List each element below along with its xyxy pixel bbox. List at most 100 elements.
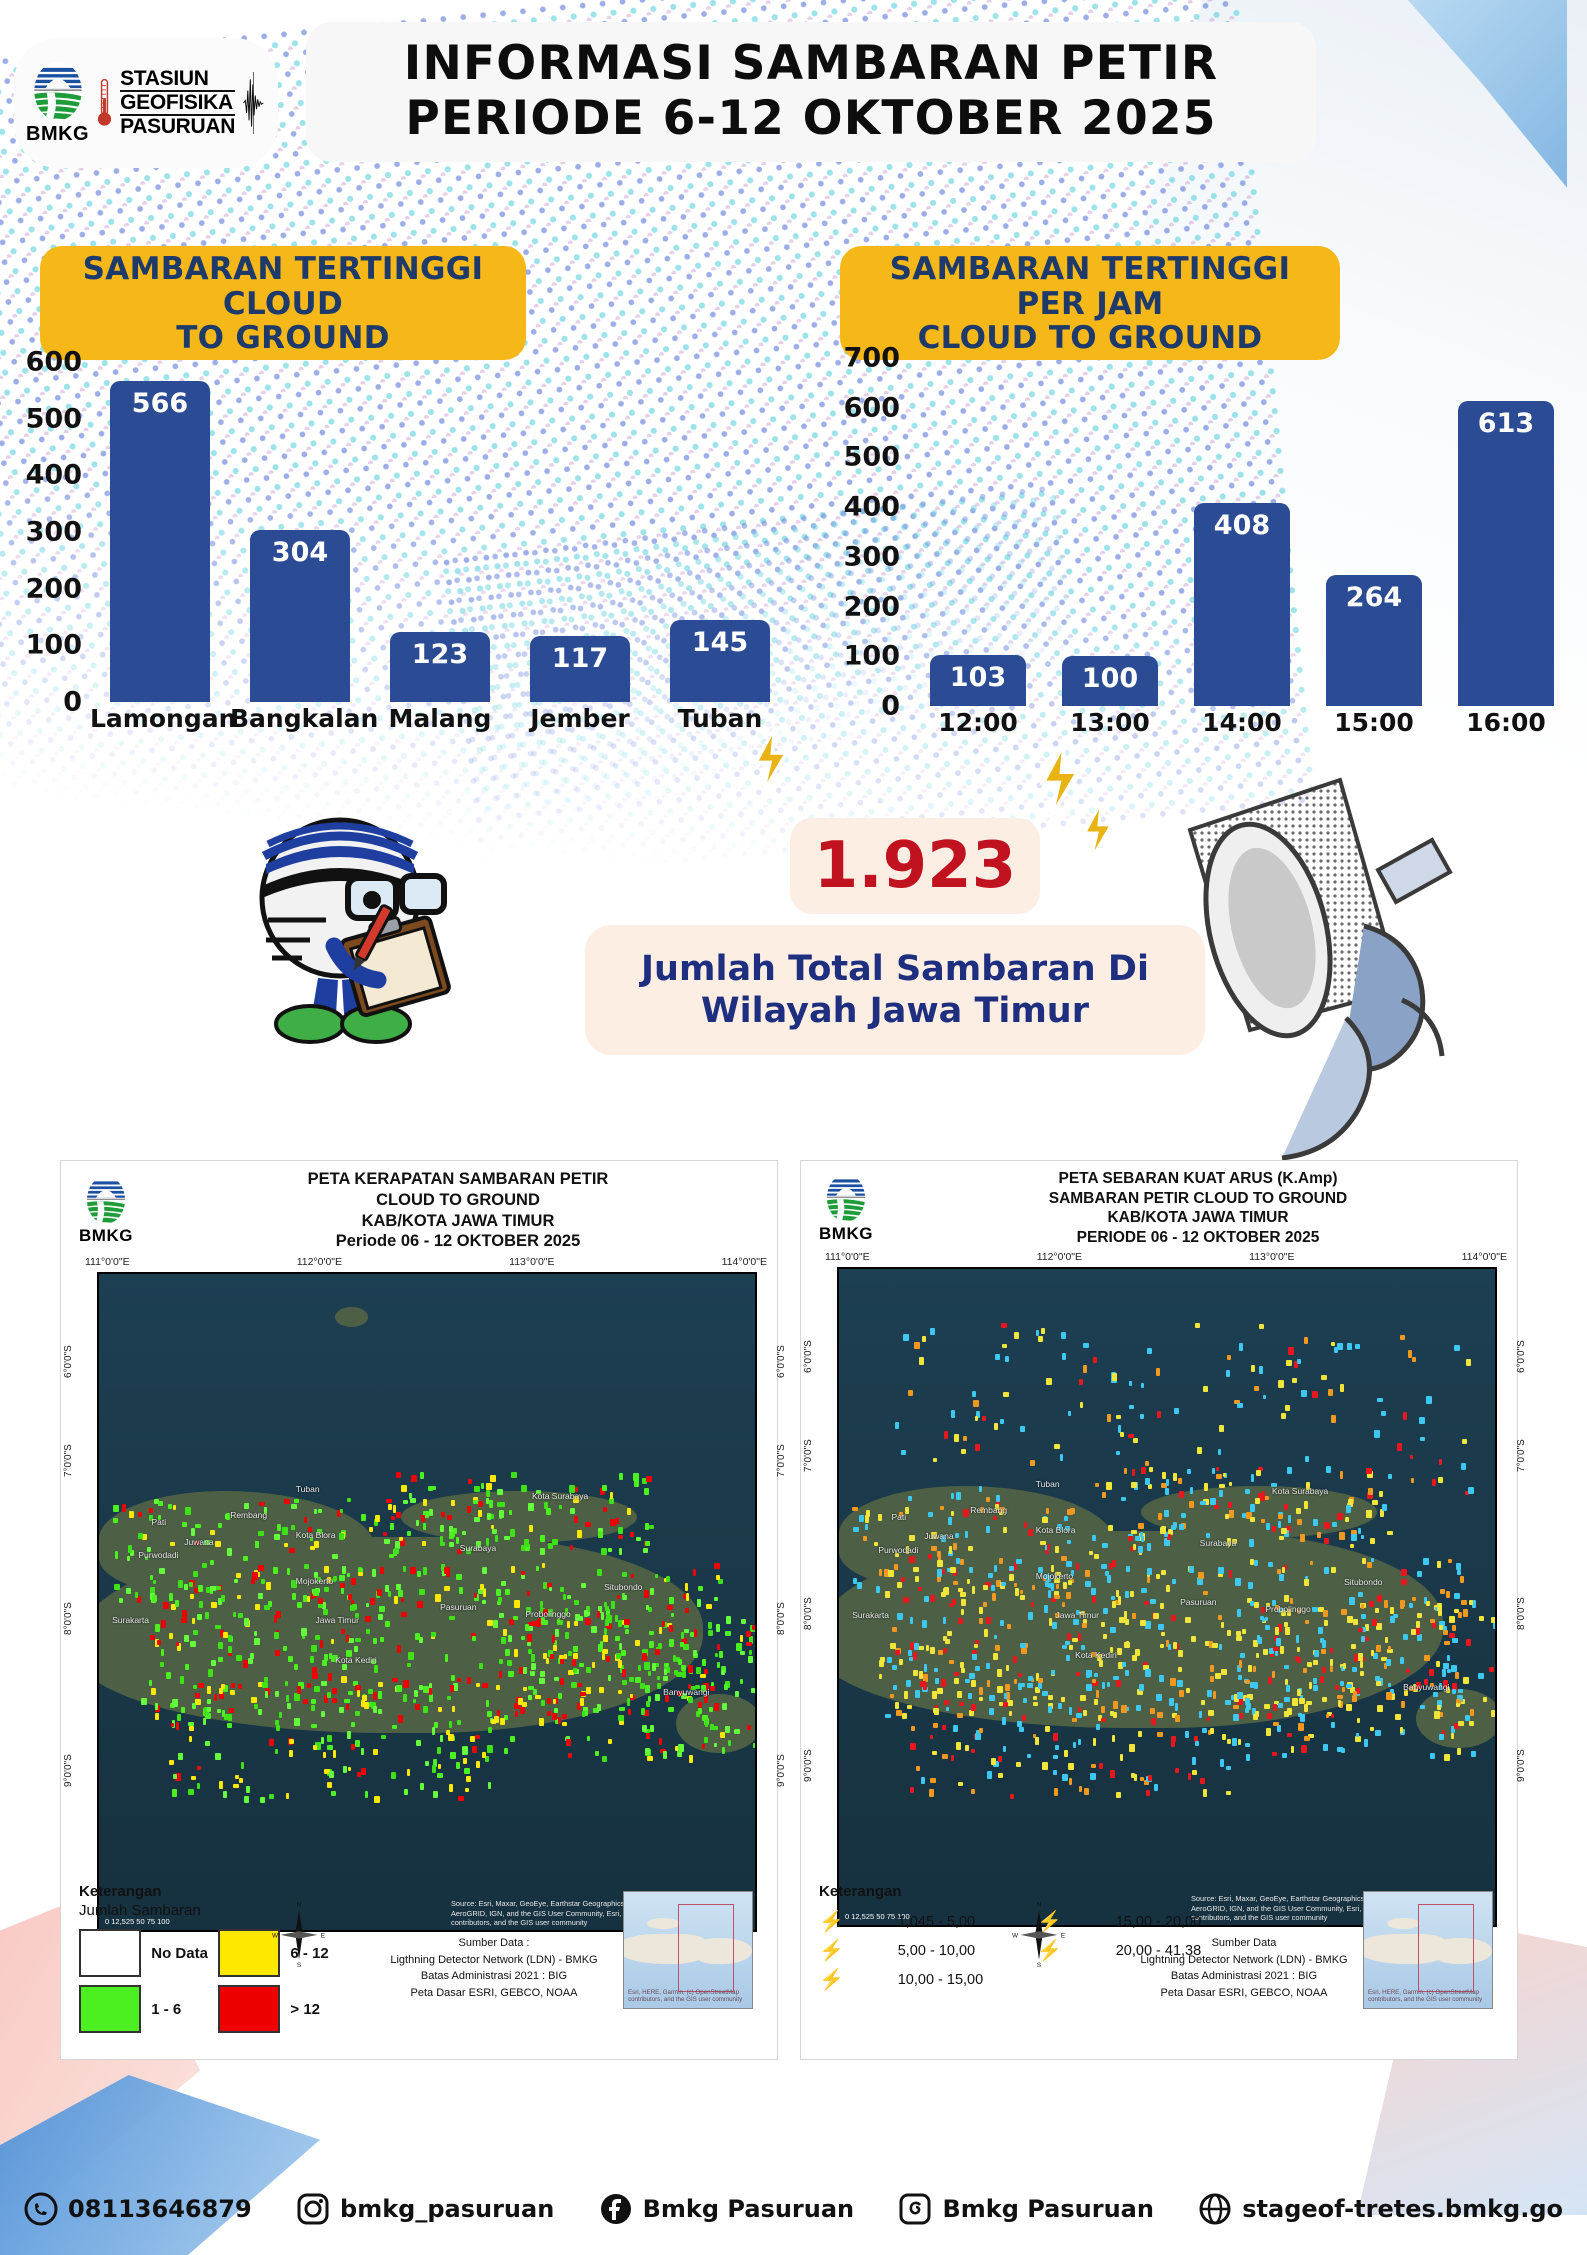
bar-tuban[interactable]: 145 bbox=[669, 619, 771, 702]
strike-marker bbox=[424, 1761, 430, 1767]
legend-range-label: 5,00 - 10,00 bbox=[897, 1943, 976, 1959]
strike-marker bbox=[1260, 1616, 1264, 1621]
strike-marker bbox=[694, 1629, 698, 1637]
footer-item[interactable]: Bmkg Pasuruan bbox=[599, 2192, 854, 2226]
strike-marker bbox=[1031, 1585, 1035, 1590]
strike-marker bbox=[1156, 1368, 1160, 1376]
strike-marker bbox=[1164, 1538, 1170, 1546]
strike-marker bbox=[1188, 1500, 1194, 1508]
strike-marker bbox=[1294, 1655, 1299, 1661]
footer-item[interactable]: Bmkg Pasuruan bbox=[898, 2192, 1154, 2226]
strike-marker bbox=[996, 1499, 1000, 1506]
strike-marker bbox=[1134, 1773, 1138, 1782]
strike-marker bbox=[235, 1572, 242, 1579]
strike-marker bbox=[863, 1536, 868, 1541]
y-tick-500: 500 bbox=[843, 441, 900, 473]
strike-marker bbox=[647, 1695, 651, 1703]
bar-malang[interactable]: 123 bbox=[389, 632, 491, 702]
bar-12-00[interactable]: 103 bbox=[930, 654, 1026, 706]
strike-marker bbox=[370, 1597, 376, 1605]
strike-marker bbox=[1313, 1685, 1318, 1692]
lightning-bolt-decor-3 bbox=[753, 726, 790, 794]
strike-marker bbox=[526, 1590, 530, 1596]
strike-marker bbox=[1227, 1738, 1231, 1745]
strike-marker bbox=[1456, 1703, 1460, 1708]
strike-marker bbox=[998, 1507, 1005, 1512]
footer-item[interactable]: bmkg_pasuruan bbox=[296, 2192, 554, 2226]
map-left-legend-swatches: No Data 6 - 12 1 - 6 > 12 bbox=[79, 1929, 329, 2033]
strike-marker bbox=[558, 1654, 565, 1660]
strike-marker bbox=[1020, 1425, 1026, 1432]
strike-marker bbox=[1203, 1590, 1209, 1596]
legend-swatch bbox=[79, 1929, 141, 1977]
bar-14-00[interactable]: 408 bbox=[1194, 503, 1290, 706]
footer-item[interactable]: stageof-tretes.bmkg.go bbox=[1198, 2192, 1563, 2226]
strike-marker bbox=[574, 1613, 580, 1621]
strike-marker bbox=[1382, 1503, 1387, 1511]
bar-16-00[interactable]: 613 bbox=[1458, 401, 1554, 706]
strike-marker bbox=[113, 1584, 120, 1590]
strike-marker bbox=[1357, 1653, 1363, 1661]
lon-tick-3: 114°0'0"E bbox=[1461, 1251, 1507, 1264]
strike-marker bbox=[681, 1638, 688, 1645]
strike-marker bbox=[950, 1510, 954, 1517]
bar-jember[interactable]: 117 bbox=[529, 635, 631, 702]
footer-item[interactable]: 08113646879 bbox=[24, 2192, 252, 2226]
strike-marker bbox=[964, 1744, 969, 1751]
strike-marker bbox=[311, 1644, 317, 1652]
strike-marker bbox=[853, 1577, 858, 1585]
strike-marker bbox=[1273, 1704, 1278, 1711]
strike-marker bbox=[597, 1530, 603, 1538]
strike-marker bbox=[1252, 1707, 1256, 1716]
x-tick-malang: Malang bbox=[388, 704, 492, 733]
strike-marker bbox=[495, 1588, 502, 1596]
strike-marker bbox=[1285, 1627, 1290, 1635]
strike-marker bbox=[408, 1652, 414, 1661]
strike-marker bbox=[242, 1660, 249, 1668]
strike-marker bbox=[895, 1552, 900, 1558]
strike-marker bbox=[499, 1509, 505, 1518]
map-left-inset-map: Esri, HERE, Garmin, (c) OpenStreetMap co… bbox=[623, 1891, 753, 2009]
svg-text:S: S bbox=[297, 1962, 301, 1969]
strike-marker bbox=[353, 1646, 358, 1653]
strike-marker bbox=[1469, 1721, 1474, 1726]
bar-lamongan[interactable]: 566 bbox=[109, 381, 211, 702]
strike-marker bbox=[892, 1627, 897, 1632]
strike-marker bbox=[205, 1612, 210, 1619]
inset-land-east bbox=[693, 1938, 752, 1964]
strike-marker bbox=[1045, 1575, 1051, 1583]
strike-marker bbox=[1152, 1612, 1159, 1619]
strike-marker bbox=[952, 1542, 958, 1551]
strike-marker bbox=[528, 1695, 532, 1700]
strike-marker bbox=[1428, 1668, 1434, 1676]
strike-marker bbox=[1003, 1527, 1008, 1533]
strike-marker bbox=[1439, 1625, 1443, 1630]
bar-15-00[interactable]: 264 bbox=[1326, 574, 1422, 706]
strike-marker bbox=[1229, 1509, 1235, 1518]
strike-marker bbox=[629, 1693, 634, 1699]
strike-marker bbox=[1094, 1482, 1099, 1488]
strike-marker bbox=[293, 1499, 299, 1504]
bar-13-00[interactable]: 100 bbox=[1062, 656, 1158, 706]
strike-marker bbox=[227, 1646, 233, 1653]
strike-marker bbox=[557, 1620, 563, 1626]
map-left-latitude-ticks-right: 6°0'0"S 7°0'0"S 8°0'0"S 9°0'0"S bbox=[757, 1272, 787, 1932]
y-tick-0: 0 bbox=[881, 690, 900, 722]
strike-marker bbox=[378, 1681, 383, 1688]
strike-marker bbox=[1122, 1662, 1126, 1668]
strike-marker bbox=[1128, 1405, 1134, 1410]
strike-marker bbox=[173, 1504, 177, 1510]
strike-marker bbox=[206, 1587, 212, 1594]
strike-marker bbox=[329, 1653, 333, 1660]
strike-marker bbox=[122, 1504, 126, 1513]
strike-marker bbox=[144, 1555, 149, 1560]
strike-marker bbox=[177, 1643, 181, 1651]
map-right-canvas[interactable]: Pati Juwana Rembang Kota Blora Purwodadi Tuba… bbox=[837, 1267, 1497, 1928]
strike-marker bbox=[1019, 1594, 1026, 1600]
strike-marker bbox=[913, 1567, 919, 1572]
strike-marker bbox=[1417, 1571, 1423, 1577]
map-left-canvas[interactable]: Pati Juwana Rembang Kota Blora Purwodadi Tuba… bbox=[97, 1272, 757, 1933]
bar-bangkalan[interactable]: 304 bbox=[249, 529, 351, 702]
strike-marker bbox=[992, 1592, 997, 1601]
map-right-title: PETA SEBARAN KUAT ARUS (K.Amp) SAMBARAN … bbox=[889, 1169, 1507, 1247]
